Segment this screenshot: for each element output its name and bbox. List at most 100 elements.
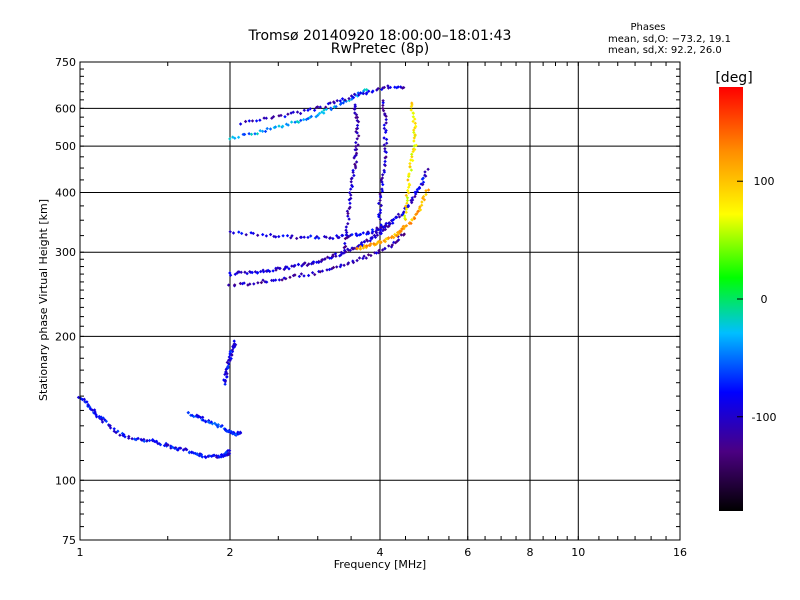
trace-point <box>226 283 231 287</box>
trace-point <box>426 188 431 192</box>
trace-point <box>210 422 215 426</box>
trace-point <box>358 91 363 95</box>
trace-point <box>411 115 415 119</box>
trace-point <box>410 152 414 156</box>
trace-point <box>151 438 155 442</box>
trace-point <box>225 360 229 365</box>
trace-point <box>423 170 427 174</box>
trace-point <box>382 126 386 131</box>
trace-point <box>355 123 360 128</box>
trace-point <box>236 135 241 139</box>
stats-line-o: mean, sd,O: −73.2, 19.1 <box>608 34 731 45</box>
trace-point <box>376 86 380 91</box>
trace <box>228 222 392 277</box>
trace-point <box>402 232 406 236</box>
trace-point <box>372 233 377 238</box>
axes: 1 2 4 6 8 10 16 75 100 200 300 400 500 600 750 <box>55 56 687 559</box>
trace-point <box>226 364 230 369</box>
trace-point <box>237 230 241 234</box>
trace-point <box>371 89 375 93</box>
trace-point <box>328 236 332 240</box>
trace-point <box>318 105 322 109</box>
trace-point <box>94 415 99 419</box>
trace-point <box>335 99 339 103</box>
trace-point <box>142 439 146 443</box>
trace-point <box>409 168 414 172</box>
trace-point <box>357 256 362 260</box>
trace-point <box>378 208 383 212</box>
trace-point <box>412 130 416 135</box>
trace <box>376 99 389 235</box>
trace-point <box>227 448 232 453</box>
trace <box>76 395 232 460</box>
trace <box>228 167 430 241</box>
trace-point <box>260 129 265 133</box>
trace-point <box>355 118 359 123</box>
trace-point <box>315 234 319 239</box>
trace-point <box>291 110 295 114</box>
trace-point <box>268 232 273 237</box>
trace <box>238 84 406 126</box>
trace-point <box>424 192 428 197</box>
trace-point <box>309 114 313 119</box>
trace-point <box>228 273 233 277</box>
trace-point <box>216 425 220 429</box>
trace-point <box>413 121 417 125</box>
trace-point <box>302 108 306 112</box>
trace-point <box>253 132 257 136</box>
trace-point <box>415 189 419 193</box>
y-tick-label: 750 <box>55 56 76 69</box>
y-tick-label: 75 <box>62 534 76 547</box>
x-tick-label: 16 <box>673 546 687 559</box>
trace-point <box>261 232 265 237</box>
trace-point <box>223 382 227 386</box>
trace-point <box>228 230 232 234</box>
trace-point <box>295 236 299 241</box>
trace-point <box>344 250 348 254</box>
trace-point <box>354 160 359 164</box>
trace-point <box>285 234 290 238</box>
trace-point <box>251 231 255 236</box>
trace-point <box>379 203 383 208</box>
trace-point <box>185 448 189 452</box>
trace-point <box>325 268 329 272</box>
trace-point <box>408 164 412 169</box>
trace-point <box>406 178 410 182</box>
trace-point <box>378 211 383 215</box>
trace-point <box>88 407 93 411</box>
trace <box>186 410 243 437</box>
trace-point <box>158 443 163 447</box>
trace-point <box>357 93 361 97</box>
trace <box>342 103 361 254</box>
trace-point <box>288 275 292 279</box>
trace-point <box>231 231 236 235</box>
trace-point <box>421 176 425 180</box>
trace-point <box>204 420 208 424</box>
trace-point <box>381 99 385 103</box>
trace-point <box>347 217 351 221</box>
trace-point <box>423 173 427 177</box>
trace-point <box>255 132 260 136</box>
trace-point <box>239 270 243 274</box>
trace-point <box>216 423 220 427</box>
trace-point <box>382 123 386 127</box>
trace-point <box>278 266 282 271</box>
trace-point <box>243 270 247 274</box>
trace-point <box>186 411 190 415</box>
trace-point <box>338 99 342 103</box>
trace-point <box>306 235 310 240</box>
trace-point <box>383 112 387 116</box>
data-traces <box>76 84 431 460</box>
trace-point <box>355 115 360 120</box>
trace-point <box>317 236 321 240</box>
trace-point <box>411 111 415 115</box>
trace-point <box>256 233 260 237</box>
stats-header: Phases <box>630 22 665 33</box>
trace-point <box>347 96 351 101</box>
trace-point <box>409 158 413 162</box>
trace-point <box>297 274 302 279</box>
trace-point <box>377 215 381 219</box>
trace-point <box>286 112 290 116</box>
trace-point <box>354 140 358 145</box>
trace-point <box>410 155 414 159</box>
